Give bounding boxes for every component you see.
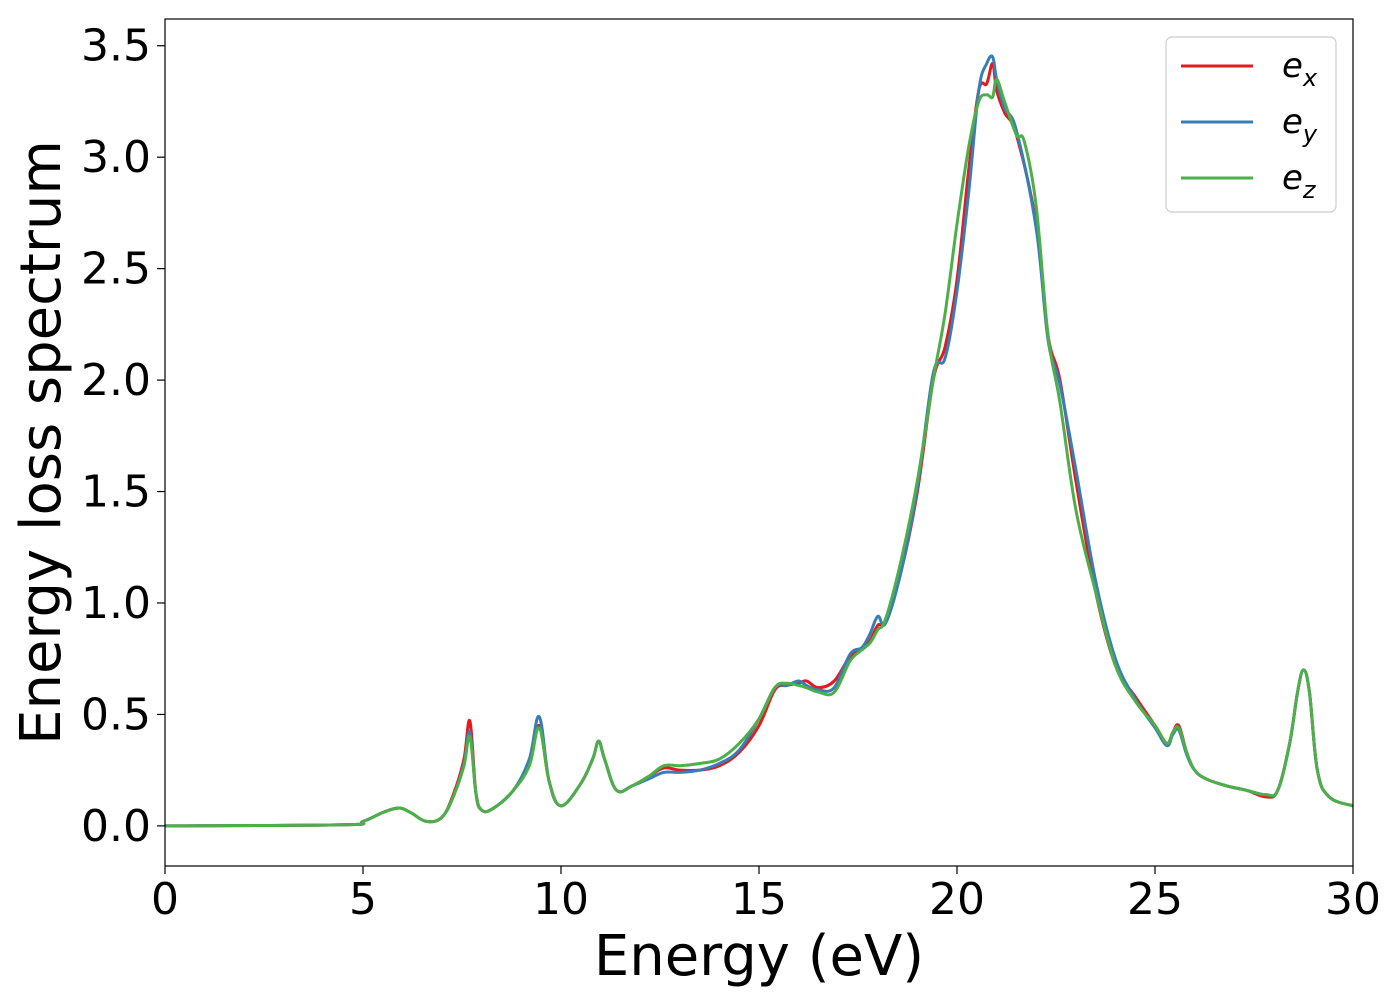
y-tick-label: 2.5 [81, 244, 151, 295]
series-group [165, 54, 1353, 828]
y-tick-label: 3.5 [81, 21, 151, 72]
legend-item-ex: ex [1181, 46, 1318, 92]
y-tick-label: 0.0 [81, 801, 151, 852]
x-axis-ticks: 0 5 10 15 20 25 30 [151, 866, 1381, 925]
y-tick-label: 2.0 [81, 355, 151, 406]
y-axis-label: Energy loss spectrum [9, 140, 74, 745]
y-tick-label: 3.0 [81, 132, 151, 183]
y-tick-label: 1.5 [81, 467, 151, 518]
plot-area [164, 18, 1354, 867]
x-tick-label: 30 [1325, 874, 1381, 925]
x-axis-label: Energy (eV) [594, 924, 924, 989]
legend-item-ez: ez [1181, 158, 1317, 204]
legend-box [1165, 36, 1337, 213]
y-tick-label: 1.0 [81, 578, 151, 629]
x-tick-label: 0 [151, 874, 179, 925]
legend: ex ey ez [1165, 36, 1337, 213]
x-tick-label: 15 [731, 874, 787, 925]
y-tick-label: 0.5 [81, 689, 151, 740]
legend-item-ey: ey [1181, 102, 1318, 148]
legend-label: ez [1282, 158, 1317, 204]
series-line-ez [165, 77, 1353, 828]
x-tick-label: 25 [1127, 874, 1183, 925]
y-axis-ticks: 0.0 0.5 1.0 1.5 2.0 2.5 3.0 3.5 [81, 21, 165, 852]
x-tick-label: 20 [929, 874, 985, 925]
legend-label: ex [1282, 46, 1318, 92]
x-tick-label: 5 [349, 874, 377, 925]
x-tick-label: 10 [533, 874, 589, 925]
legend-label: ey [1282, 102, 1318, 148]
